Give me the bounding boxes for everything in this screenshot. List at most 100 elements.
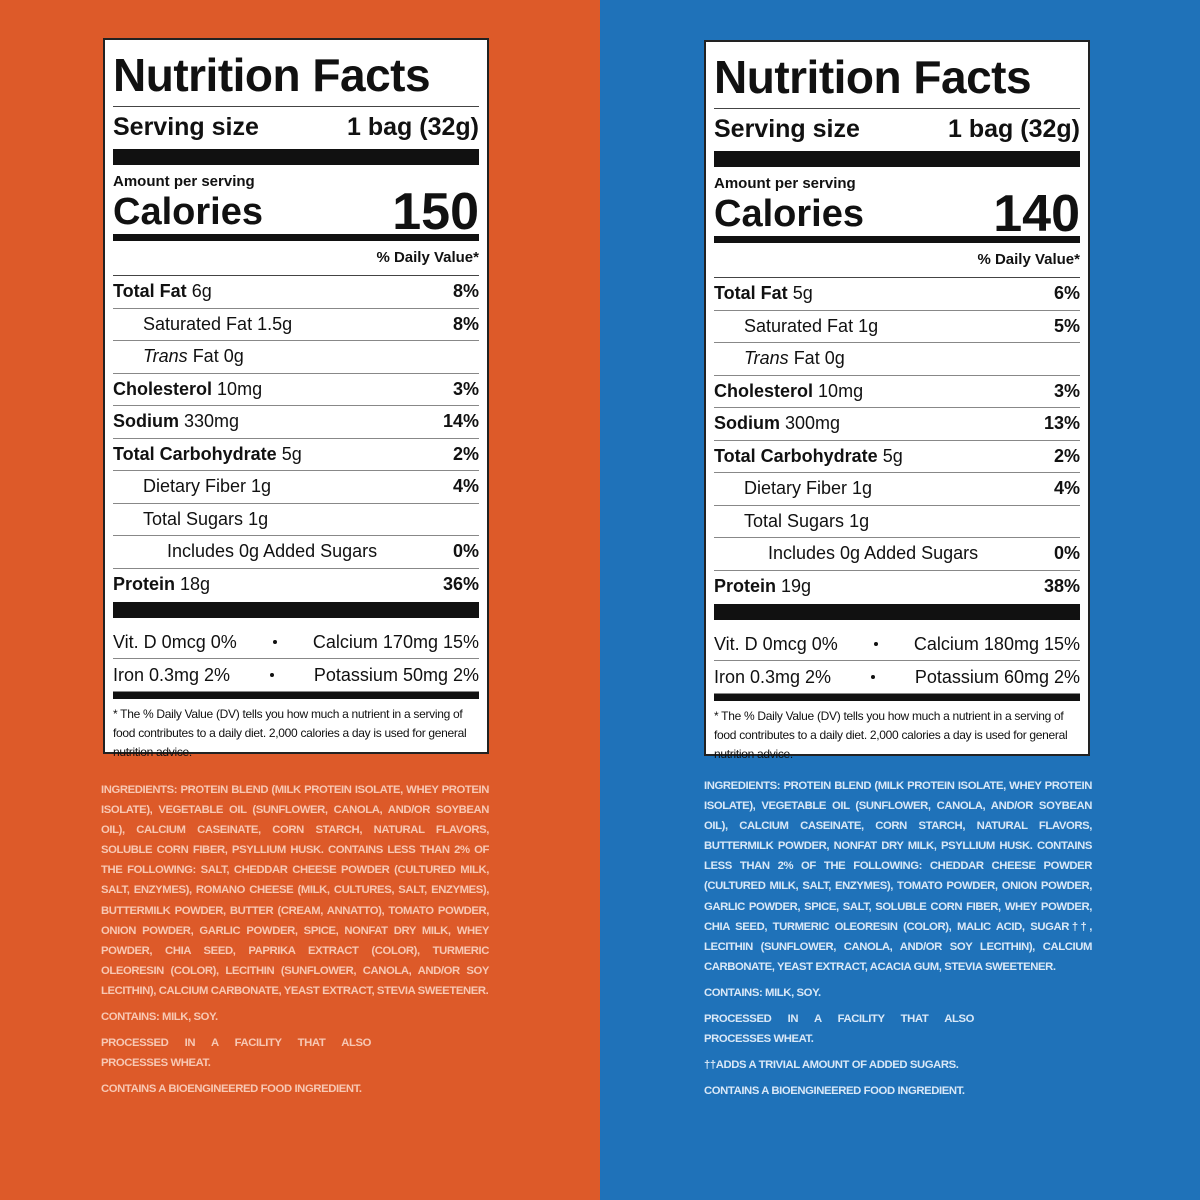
calories: Calories 150 [113, 183, 479, 241]
calories-value: 150 [392, 183, 479, 241]
nutrient-row: Total Carbohydrate 5g 2% [113, 439, 479, 471]
vitamin-row: Iron 0.3mg 2% Potassium 60mg 2% [714, 661, 1080, 694]
nutrient-name: Cholesterol [113, 378, 213, 399]
nutrient-row: Protein 18g 36% [113, 569, 479, 601]
vitamin: Iron 0.3mg 2% [714, 666, 832, 687]
vitamin-row: Vit. D 0mcg 0% Calcium 170mg 15% [113, 626, 479, 659]
nutrient-name: Includes 0g Added Sugars [768, 543, 979, 564]
nutrient-row: Saturated Fat 1.5g 8% [113, 309, 479, 341]
footnote: * The % Daily Value (DV) tells you how m… [113, 707, 467, 759]
nutrient-row: Dietary Fiber 1g 4% [113, 471, 479, 504]
nutrient-name: Protein [113, 573, 176, 594]
allergen-note: CONTAINS: MILK, SOY. [101, 1011, 218, 1024]
nutrient-amount: 1g [251, 476, 272, 497]
daily-value: 2% [452, 443, 479, 464]
vitamin-row: Vit. D 0mcg 0% Calcium 180mg 15% [714, 628, 1080, 661]
calories-label: Calories [113, 191, 263, 233]
panel: Nutrition Facts Serving size 1 bag (32g) Am… [600, 0, 1200, 1200]
nutrient-amount: 1g [852, 478, 873, 499]
nutrient-row: Protein 19g 38% [714, 571, 1080, 603]
nutrient: Total Sugars 1g [113, 509, 268, 530]
serving-value: 1 bag (32g) [347, 113, 479, 141]
allergen-note: CONTAINS A BIOENGINEERED FOOD INGREDIENT… [101, 1083, 362, 1096]
daily-value: 6% [1053, 283, 1080, 304]
panel: Nutrition Facts Serving size 1 bag (32g) Am… [0, 0, 600, 1200]
nutrition-label: Nutrition Facts Serving size 1 bag (32g) Am… [704, 40, 1090, 761]
serving-label: Serving size [113, 113, 259, 141]
nutrient-name: Total Fat [113, 281, 187, 302]
nutrient-amount: 0g [824, 348, 845, 369]
nutrient: Total Carbohydrate 5g [714, 446, 903, 467]
nutrient: Protein 19g [714, 576, 811, 597]
nutrient-amount: 18g [180, 573, 211, 594]
nutrient-amount: 0g [223, 346, 244, 367]
nutrient: Total Carbohydrate 5g [113, 444, 302, 465]
ingredients-text: PROTEIN BLEND (MILK PROTEIN ISOLATE, WHE… [101, 784, 489, 997]
vitamin: Calcium 170mg 15% [312, 631, 479, 652]
nutrient-row: Cholesterol 10mg 3% [113, 374, 479, 406]
vitamin: Iron 0.3mg 2% [113, 664, 231, 685]
serving-label: Serving size [714, 115, 860, 143]
nutrient-name: Total Sugars [744, 510, 845, 531]
daily-value: 4% [452, 476, 479, 497]
nutrient-row: Total Fat 6g 8% [113, 276, 479, 309]
vitamin-row: Iron 0.3mg 2% Potassium 50mg 2% [113, 659, 479, 692]
daily-value: 4% [1053, 478, 1080, 499]
nutrient: Saturated Fat 1.5g [113, 314, 292, 335]
nutrient-name: Sodium [113, 411, 179, 432]
daily-value: 38% [1043, 575, 1080, 596]
nutrient: Dietary Fiber 1g [714, 478, 872, 499]
daily-value: 13% [1043, 413, 1080, 434]
separator-dot [870, 675, 875, 679]
allergen-note: ††ADDS A TRIVIAL AMOUNT OF ADDED SUGARS. [704, 1059, 959, 1072]
nutrient-name: Dietary Fiber [744, 478, 848, 499]
nutrient-row: Sodium 300mg 13% [714, 408, 1080, 441]
nutrient-amount: 19g [781, 575, 812, 596]
calories-label: Calories [714, 193, 864, 235]
daily-value: 14% [442, 411, 479, 432]
nutrient: Trans Fat 0g [714, 348, 845, 369]
separator-dot [272, 640, 277, 644]
divider [714, 151, 1080, 167]
divider [113, 234, 479, 241]
nutrient-name: Total Sugars [143, 508, 244, 529]
nutrient: Total Fat 6g [113, 281, 212, 302]
nutrient-amount: 6g [191, 281, 212, 302]
vitamin: Calcium 180mg 15% [913, 633, 1080, 654]
nutrient-row: Trans Fat 0g [714, 343, 1080, 376]
serving-size: Serving size 1 bag (32g) [714, 109, 1080, 149]
daily-value: 3% [452, 378, 479, 399]
nutrient-row: Cholesterol 10mg 3% [714, 376, 1080, 408]
nutrient-row: Total Sugars 1g [714, 506, 1080, 538]
nutrient-amount: 330mg [184, 411, 240, 432]
vitamin: Vit. D 0mcg 0% [113, 631, 237, 652]
ingredients-block: INGREDIENTS: PROTEIN BLEND (MILK PROTEIN… [101, 780, 489, 1105]
divider [113, 602, 479, 618]
nutrient-amount: 10mg [818, 380, 864, 401]
serving-value: 1 bag (32g) [948, 115, 1080, 143]
nutrient-name: Protein [714, 575, 777, 596]
label-title: Nutrition Facts [113, 44, 479, 107]
daily-value: 36% [442, 573, 479, 594]
ingredients-label: INGREDIENTS: [704, 780, 781, 792]
divider [113, 149, 479, 165]
divider [714, 694, 1080, 701]
footnote: * The % Daily Value (DV) tells you how m… [714, 709, 1068, 761]
nutrient-row: Sodium 330mg 14% [113, 406, 479, 439]
nutrient-row: Total Sugars 1g [113, 504, 479, 536]
calories: Calories 140 [714, 188, 1080, 240]
nutrient: Includes 0g Added Sugars [714, 543, 978, 564]
ingredients: INGREDIENTS: PROTEIN BLEND (MILK PROTEIN… [704, 776, 1092, 977]
divider [714, 236, 1080, 243]
nutrient: Trans Fat 0g [113, 346, 244, 367]
nutrient: Dietary Fiber 1g [113, 476, 271, 497]
vitamin: Vit. D 0mcg 0% [714, 633, 838, 654]
nutrient-name: Saturated Fat [744, 315, 854, 336]
ingredients-label: INGREDIENTS: [101, 784, 178, 796]
nutrient: Includes 0g Added Sugars [113, 541, 377, 562]
nutrient-amount: 5g [792, 283, 813, 304]
nutrient-amount: 1g [248, 508, 269, 529]
daily-value: 0% [1053, 543, 1080, 564]
daily-value: 3% [1053, 380, 1080, 401]
